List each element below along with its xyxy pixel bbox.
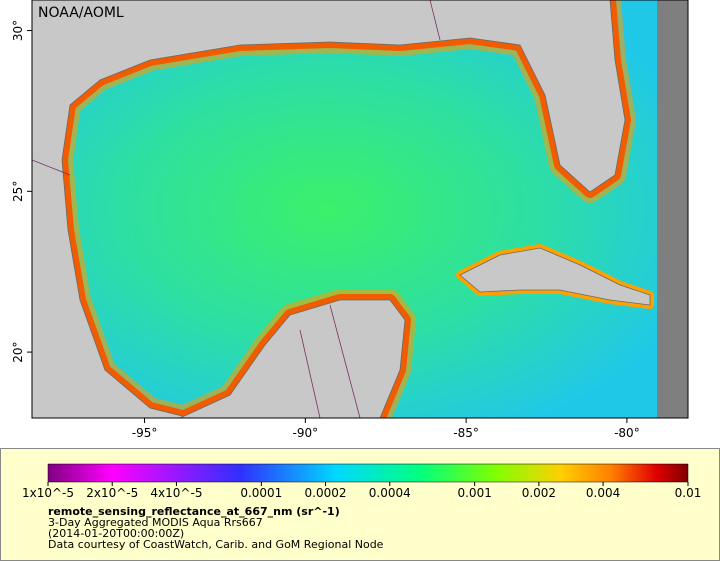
map xyxy=(32,0,688,418)
colorbar-tick-label: 0.01 xyxy=(675,486,702,500)
caption-credit: Data courtesy of CoastWatch, Carib. and … xyxy=(48,538,384,551)
caption-time: (2014-01-20T00:00:00Z) xyxy=(48,527,184,540)
colorbar-tick-label: 0.0004 xyxy=(369,486,411,500)
x-tick-label: -80° xyxy=(614,426,640,440)
x-tick-label: -85° xyxy=(453,426,479,440)
y-tick-label: 25° xyxy=(11,181,25,202)
no-data-strip xyxy=(657,0,688,418)
colorbar-tick-label: 2x10^-5 xyxy=(86,486,138,500)
colorbar-tick-label: 0.001 xyxy=(457,486,491,500)
colorbar-tick-label: 1x10^-5 xyxy=(22,486,74,500)
land xyxy=(32,0,651,418)
borders xyxy=(32,0,441,418)
colorbar-tick-label: 0.0002 xyxy=(305,486,347,500)
colorbar-tick-label: 0.004 xyxy=(586,486,620,500)
colorbar-tick-label: 4x10^-5 xyxy=(150,486,202,500)
y-tick-label: 30° xyxy=(11,20,25,41)
colorbar xyxy=(47,463,689,483)
caption-variable: remote_sensing_reflectance_at_667_nm (sr… xyxy=(48,505,340,518)
y-tick-label: 20° xyxy=(11,341,25,362)
map-frame xyxy=(31,0,689,419)
x-tick-label: -90° xyxy=(293,426,319,440)
colorbar-tick-label: 0.002 xyxy=(522,486,556,500)
x-tick-label: -95° xyxy=(132,426,158,440)
watermark: NOAA/AOML xyxy=(38,5,124,21)
caption-description: 3-Day Aggregated MODIS Aqua Rrs667 xyxy=(48,516,263,529)
colorbar-tick-label: 0.0001 xyxy=(240,486,282,500)
